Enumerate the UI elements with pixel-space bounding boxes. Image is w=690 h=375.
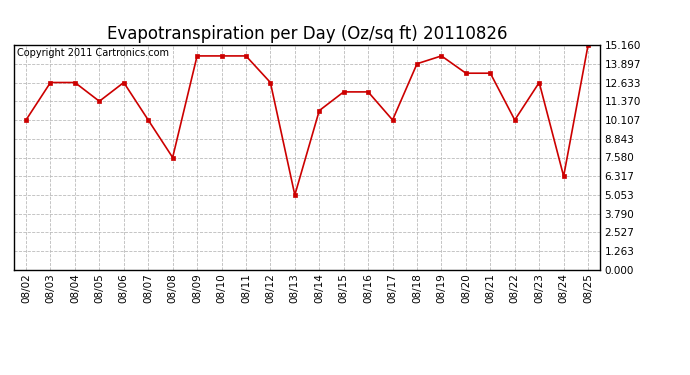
Text: Copyright 2011 Cartronics.com: Copyright 2011 Cartronics.com [17,48,169,58]
Title: Evapotranspiration per Day (Oz/sq ft) 20110826: Evapotranspiration per Day (Oz/sq ft) 20… [107,26,507,44]
